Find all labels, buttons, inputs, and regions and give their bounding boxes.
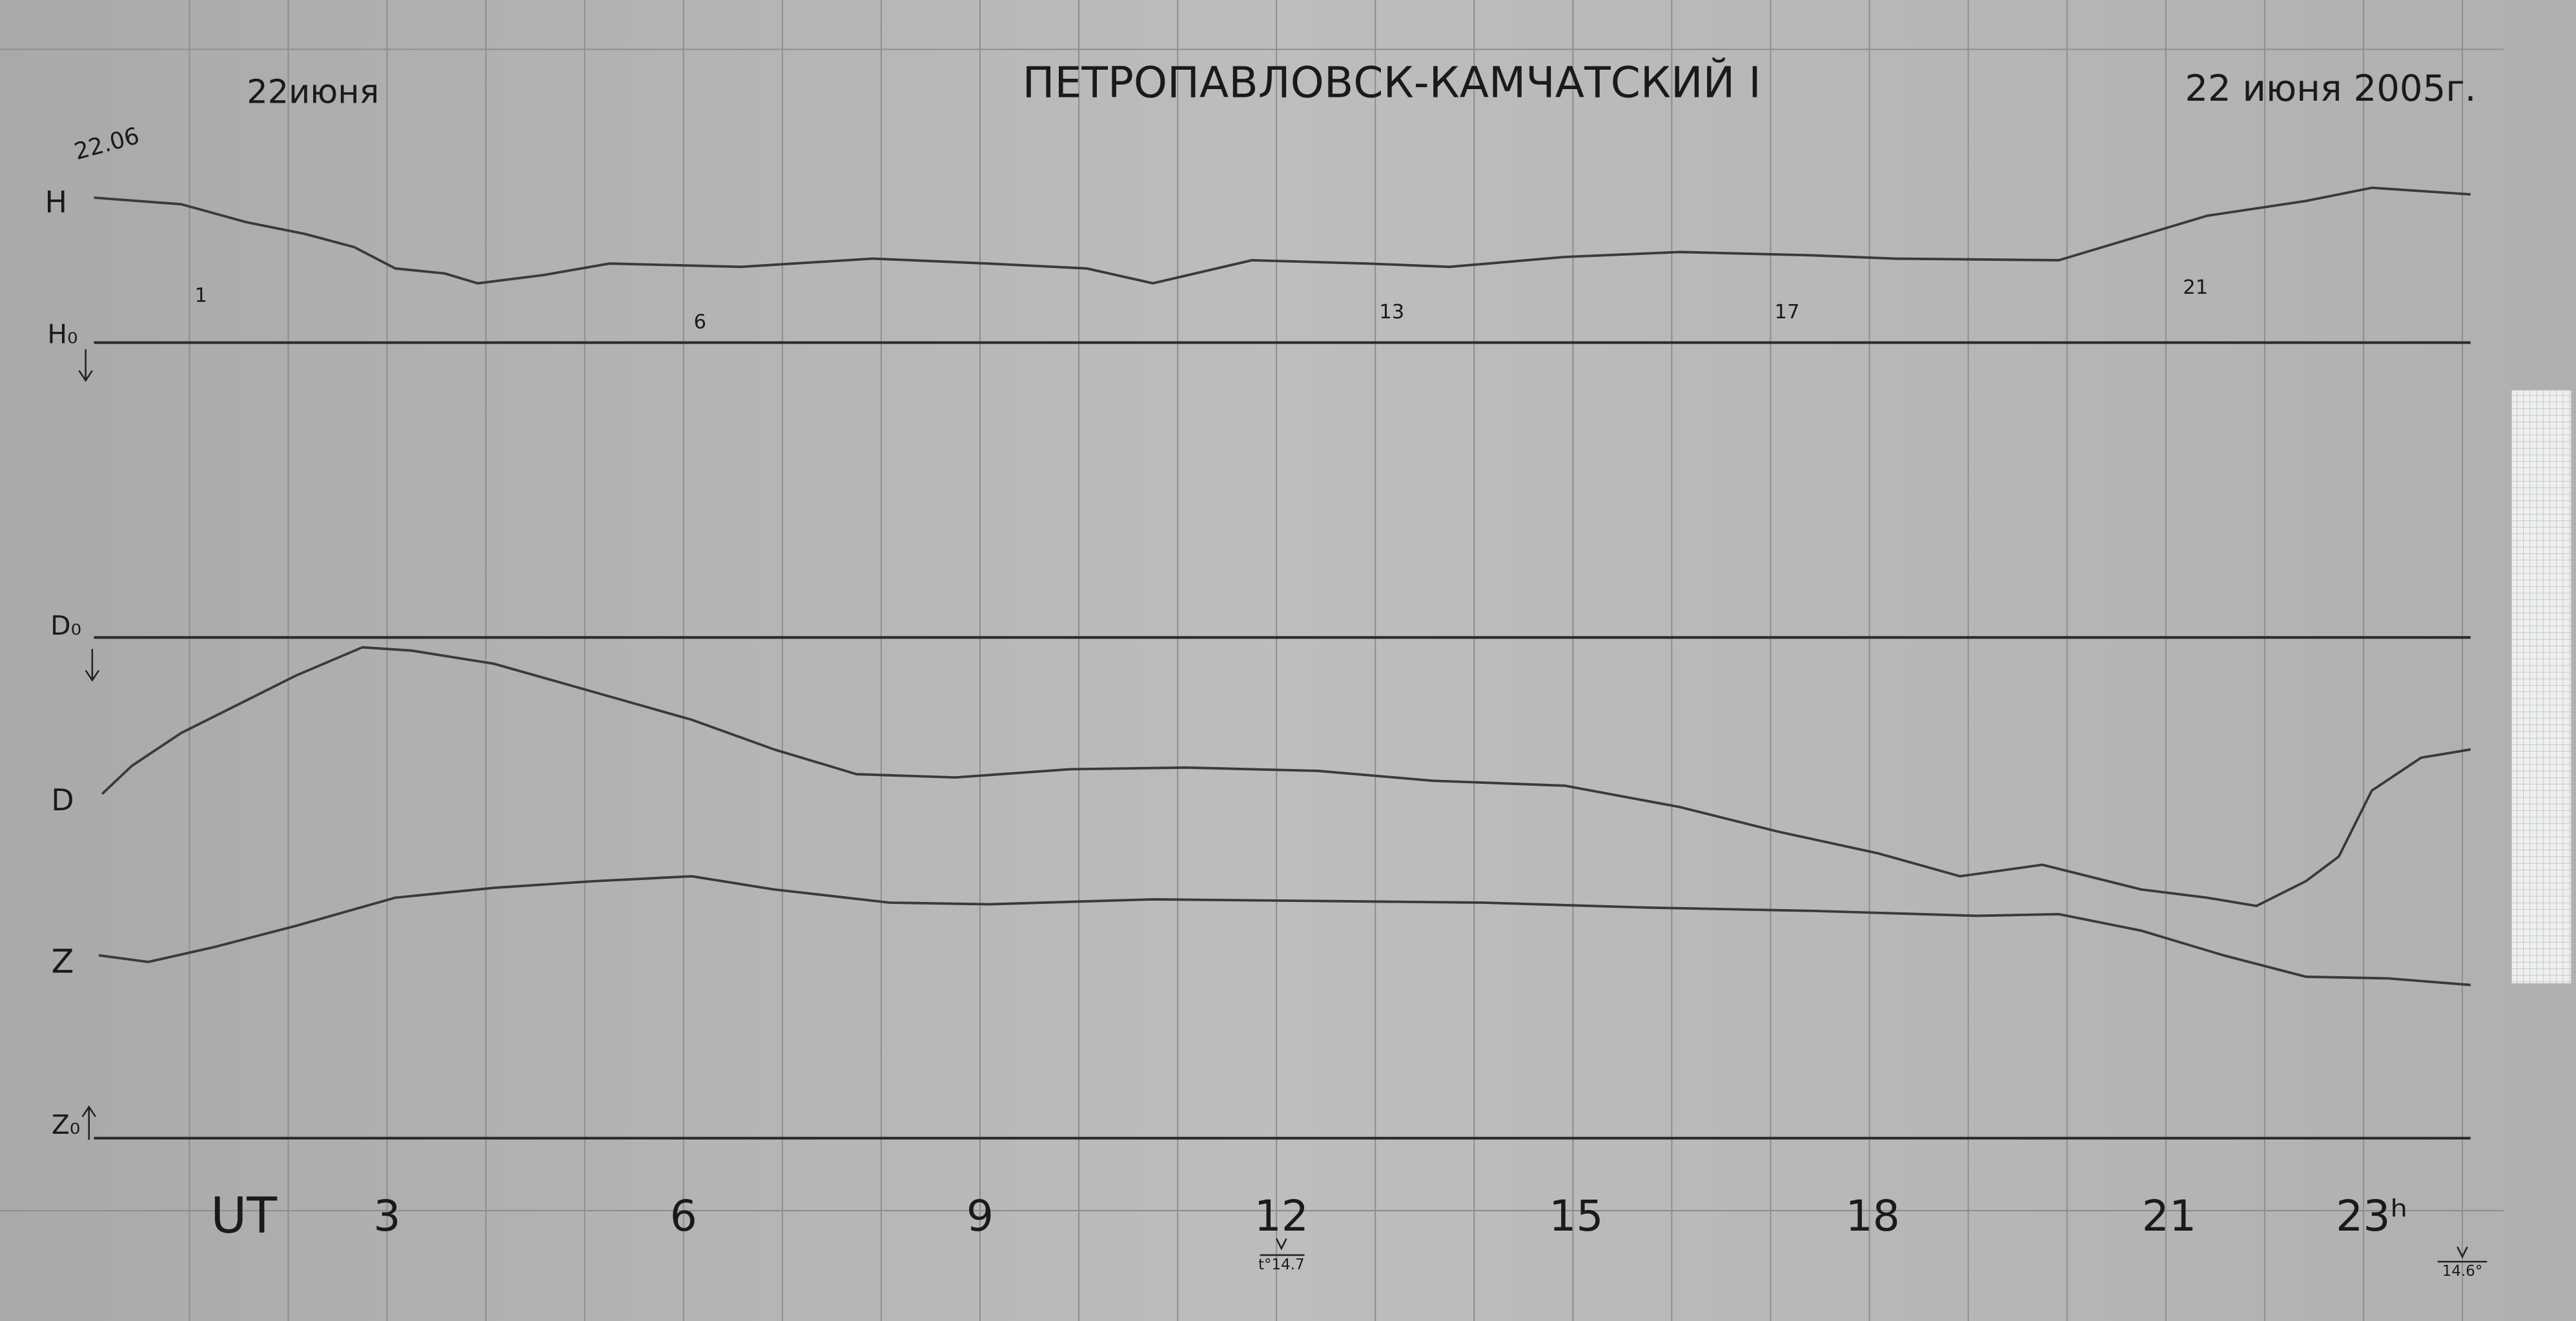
time-label: 18 — [1845, 1191, 1899, 1241]
z-trace — [98, 875, 2471, 987]
time-label: 21 — [2142, 1191, 2196, 1241]
time-label: 15 — [1549, 1191, 1603, 1241]
time-label: 3 — [373, 1191, 400, 1241]
header-left: 22июня — [247, 73, 379, 111]
grid — [189, 0, 2463, 1321]
hour-mark: 21 — [2183, 276, 2208, 299]
header-right: 22 июня 2005г. — [2185, 68, 2476, 110]
time-unit: UT — [210, 1187, 277, 1245]
graph-strip — [2511, 390, 2571, 984]
time-label: 12 — [1254, 1191, 1309, 1241]
hour-mark: 13 — [1379, 301, 1404, 323]
time-label: 23ʰ — [2336, 1191, 2407, 1241]
arrows — [78, 349, 100, 1140]
channel-label: D — [51, 783, 74, 817]
time-labels: 3 6 9 12 15 18 21 23ʰ — [373, 1191, 2407, 1241]
channel-label: Z — [51, 943, 74, 981]
hour-mark: 1 — [195, 285, 207, 307]
title: ПЕТРОПАВЛОВСК-КАМЧАТСКИЙ I — [1023, 57, 1761, 108]
time-label: 9 — [966, 1191, 994, 1241]
time-label: 6 — [670, 1191, 697, 1241]
temperature: 14.6° — [2442, 1263, 2483, 1280]
hour-mark: 17 — [1775, 301, 1800, 323]
temperature: t°14.7 — [1258, 1256, 1305, 1273]
temperature-marks — [1260, 1238, 2488, 1263]
channel-label: Z₀ — [52, 1109, 80, 1140]
hour-mark: 6 — [694, 311, 706, 334]
d-trace — [101, 646, 2471, 908]
channel-label: D₀ — [50, 610, 81, 641]
h-trace — [94, 186, 2471, 285]
channel-label: H₀ — [47, 318, 77, 349]
channel-label: H — [45, 185, 67, 220]
